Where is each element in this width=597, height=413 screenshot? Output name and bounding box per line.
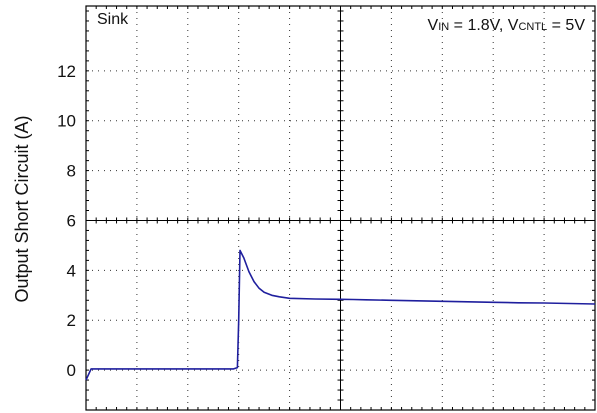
y-tick-label: 6: [67, 211, 76, 230]
vcntl-subscript: CNTL: [518, 21, 547, 33]
series-line: [85, 249, 596, 381]
series-lines: [85, 249, 596, 381]
y-tick-label: 4: [67, 261, 76, 280]
vin-value: = 1.8V,: [449, 17, 508, 34]
vcntl-symbol: V: [508, 17, 519, 34]
y-tick-label: 2: [67, 311, 76, 330]
y-tick-label: 10: [57, 112, 76, 131]
vin-symbol: V: [428, 17, 439, 34]
y-tick-label: 8: [67, 162, 76, 181]
y-axis-label: Output Short Circuit (A): [12, 115, 32, 302]
plot-frame: [85, 5, 596, 411]
tick-marks: [85, 6, 596, 411]
y-tick-labels: 0 2 4 6 8 10 12: [57, 62, 76, 380]
y-tick-label: 12: [57, 62, 76, 81]
vcntl-value: = 5V: [547, 17, 585, 34]
y-tick-label: 0: [67, 361, 76, 380]
annotation-sink: Sink: [97, 11, 129, 28]
vin-subscript: IN: [438, 21, 449, 33]
annotation-conditions: VIN = 1.8V, VCNTL = 5V: [428, 17, 586, 34]
